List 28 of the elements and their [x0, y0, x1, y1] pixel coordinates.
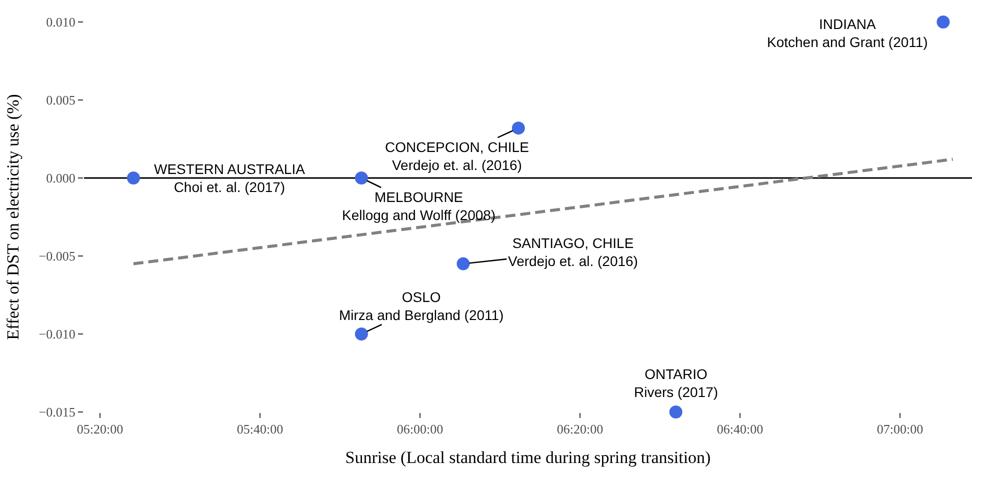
- x-tick-label: 07:00:00: [876, 422, 924, 437]
- annotation: OSLO Mirza and Bergland (2011): [339, 289, 504, 324]
- x-tick-label: 06:20:00: [556, 422, 604, 437]
- x-tick-label: 05:20:00: [76, 422, 124, 437]
- point: [354, 172, 368, 184]
- y-tick-label: 0.005: [46, 92, 76, 108]
- point: [512, 122, 525, 135]
- annotation: ONTARIO Rivers (2017): [634, 366, 718, 400]
- annotation: MELBOURNE Kellogg and Wolff (2008): [342, 189, 496, 224]
- point: [669, 406, 682, 418]
- y-tick-label: −0.010: [38, 326, 76, 342]
- annotation: INDIANA Kotchen and Grant (2011): [767, 16, 928, 50]
- annotation: SANTIAGO, CHILE Verdejo et. al. (2016): [508, 235, 638, 270]
- x-tick-label: 05:40:00: [236, 422, 284, 437]
- y-tick-label: −0.015: [38, 404, 76, 420]
- y-tick-label: 0.000: [46, 170, 76, 186]
- point: [126, 172, 140, 184]
- point: [456, 257, 470, 270]
- x-tick-label: 06:40:00: [716, 422, 764, 437]
- y-tick-label: −0.005: [38, 248, 76, 264]
- point: [354, 328, 368, 340]
- annotation: WESTERN AUSTRALIA Choi et. al. (2017): [154, 161, 306, 196]
- y-axis-title: Effect of DST on electricity use (%): [3, 94, 22, 340]
- annotation: CONCEPCION, CHILE Verdejo et. al. (2016): [385, 139, 529, 174]
- x-tick-label: 06:00:00: [396, 422, 444, 437]
- point: [936, 16, 950, 28]
- y-tick-label: 0.010: [46, 14, 76, 30]
- x-axis-title: Sunrise (Local standard time during spring transition): [345, 448, 711, 467]
